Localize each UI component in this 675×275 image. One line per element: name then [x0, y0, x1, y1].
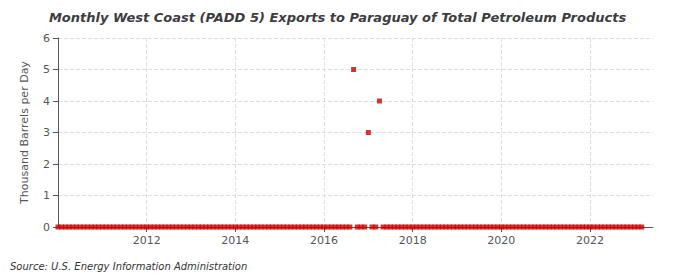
svg-text:Monthly West Coast (PADD 5) Ex: Monthly West Coast (PADD 5) Exports to P… [49, 10, 626, 25]
svg-text:5: 5 [43, 63, 50, 76]
svg-text:2018: 2018 [399, 234, 427, 247]
svg-text:2016: 2016 [310, 234, 338, 247]
svg-text:1: 1 [43, 189, 50, 202]
svg-text:0: 0 [43, 221, 50, 234]
svg-text:2020: 2020 [487, 234, 515, 247]
svg-text:2012: 2012 [133, 234, 161, 247]
svg-text:2014: 2014 [221, 234, 249, 247]
svg-text:Thousand Barrels per Day: Thousand Barrels per Day [18, 61, 31, 205]
svg-text:2022: 2022 [576, 234, 604, 247]
svg-text:6: 6 [43, 32, 50, 45]
svg-text:Source: U.S. Energy Informatio: Source: U.S. Energy Information Administ… [10, 261, 247, 272]
svg-text:2: 2 [43, 158, 50, 171]
svg-text:4: 4 [43, 95, 50, 108]
svg-text:3: 3 [43, 126, 50, 139]
